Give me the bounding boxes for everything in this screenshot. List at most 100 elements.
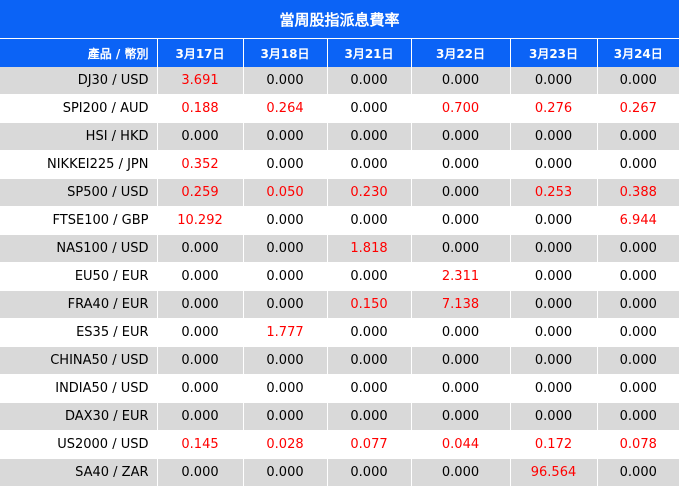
column-header-date: 3月17日 [156, 38, 243, 67]
rate-cell: 0.150 [326, 290, 411, 319]
rate-cell: 0.000 [242, 402, 327, 431]
header-row: 產品 / 幣別 3月17日 3月18日 3月21日 3月22日 3月23日 3月… [0, 38, 679, 67]
product-cell: US2000 / USD [0, 430, 157, 459]
rate-cell: 0.000 [326, 150, 411, 179]
rate-cell: 0.000 [326, 67, 411, 95]
rate-cell: 0.000 [509, 206, 597, 235]
rate-cell: 0.000 [326, 262, 411, 291]
product-cell: HSI / HKD [0, 122, 157, 151]
rate-cell: 0.000 [596, 67, 679, 95]
table-row: FRA40 / EUR 0.000 0.000 0.150 7.138 0.000 0.00… [0, 290, 679, 319]
product-cell: NAS100 / USD [0, 234, 157, 263]
table-row: US2000 / USD 0.145 0.028 0.077 0.044 0.172 0.0… [0, 430, 679, 459]
column-header-date: 3月24日 [596, 38, 679, 67]
rate-cell: 0.000 [326, 122, 411, 151]
rate-cell: 0.000 [410, 374, 510, 403]
rate-cell: 0.000 [156, 290, 243, 319]
table-row: INDIA50 / USD 0.000 0.000 0.000 0.000 0.000 0.… [0, 374, 679, 403]
rate-cell: 0.000 [242, 290, 327, 319]
rate-cell: 0.388 [596, 178, 679, 207]
rate-cell: 0.000 [410, 67, 510, 95]
column-header-date: 3月21日 [326, 38, 411, 67]
rate-cell: 0.000 [509, 346, 597, 375]
rate-cell: 0.000 [242, 346, 327, 375]
rate-cell: 0.000 [242, 150, 327, 179]
rate-cell: 0.000 [509, 67, 597, 95]
rate-cell: 0.044 [410, 430, 510, 459]
column-header-date: 3月22日 [410, 38, 510, 67]
product-cell: SP500 / USD [0, 178, 157, 207]
rate-cell: 0.000 [156, 402, 243, 431]
rate-cell: 10.292 [156, 206, 243, 235]
rate-cell: 0.000 [509, 374, 597, 403]
rate-cell: 0.000 [156, 374, 243, 403]
rate-cell: 2.311 [410, 262, 510, 291]
rate-cell: 0.000 [596, 346, 679, 375]
rate-cell: 0.264 [242, 94, 327, 123]
column-header-date: 3月23日 [509, 38, 597, 67]
rate-cell: 0.000 [326, 206, 411, 235]
rate-cell: 0.000 [156, 122, 243, 151]
rate-cell: 0.000 [596, 122, 679, 151]
rate-cell: 7.138 [410, 290, 510, 319]
product-cell: ES35 / EUR [0, 318, 157, 347]
rate-cell: 0.000 [596, 234, 679, 263]
rate-cell: 0.352 [156, 150, 243, 179]
rate-cell: 0.000 [596, 290, 679, 319]
rate-cell: 0.000 [242, 122, 327, 151]
rate-cell: 0.259 [156, 178, 243, 207]
rate-cell: 0.078 [596, 430, 679, 459]
table-row: DJ30 / USD 3.691 0.000 0.000 0.000 0.000 0.000 [0, 67, 679, 95]
rate-cell: 0.000 [596, 262, 679, 291]
table-row: NAS100 / USD 0.000 0.000 1.818 0.000 0.000 0.0… [0, 234, 679, 263]
rate-cell: 0.000 [509, 234, 597, 263]
rate-cell: 0.230 [326, 178, 411, 207]
rate-cell: 0.000 [596, 374, 679, 403]
rate-cell: 0.000 [509, 402, 597, 431]
rate-cell: 0.000 [410, 318, 510, 347]
rate-cell: 0.000 [242, 234, 327, 263]
rate-cell: 0.000 [242, 67, 327, 95]
rate-cell: 0.000 [410, 346, 510, 375]
rate-cell: 1.818 [326, 234, 411, 263]
table-row: CHINA50 / USD 0.000 0.000 0.000 0.000 0.000 0.… [0, 346, 679, 375]
rate-cell: 0.000 [326, 402, 411, 431]
table-row: ES35 / EUR 0.000 1.777 0.000 0.000 0.000 0.000 [0, 318, 679, 347]
rate-cell: 0.253 [509, 178, 597, 207]
rate-cell: 0.000 [410, 402, 510, 431]
rate-cell: 0.000 [242, 206, 327, 235]
table-title: 當周股指派息費率 [0, 0, 679, 38]
rate-cell: 0.188 [156, 94, 243, 123]
rate-cell: 0.000 [596, 402, 679, 431]
rate-cell: 0.000 [410, 206, 510, 235]
rate-cell: 0.145 [156, 430, 243, 459]
rate-cell: 0.172 [509, 430, 597, 459]
product-cell: DAX30 / EUR [0, 402, 157, 431]
rate-cell: 0.000 [596, 150, 679, 179]
product-cell: SPI200 / AUD [0, 94, 157, 123]
column-header-product: 產品 / 幣別 [0, 38, 157, 67]
rate-cell: 6.944 [596, 206, 679, 235]
rate-cell: 0.000 [596, 318, 679, 347]
rate-cell: 0.000 [410, 122, 510, 151]
rate-cell: 0.000 [410, 234, 510, 263]
product-cell: NIKKEI225 / JPN [0, 150, 157, 179]
rate-cell: 0.700 [410, 94, 510, 123]
rate-cell: 0.000 [509, 150, 597, 179]
rate-cell: 0.000 [156, 262, 243, 291]
rate-cell: 0.050 [242, 178, 327, 207]
rate-cell: 0.000 [509, 318, 597, 347]
rate-cell: 0.000 [156, 318, 243, 347]
table-row: SP500 / USD 0.259 0.050 0.230 0.000 0.253 0.38… [0, 178, 679, 207]
rate-cell: 0.000 [410, 178, 510, 207]
rate-cell: 0.000 [156, 346, 243, 375]
product-cell: FTSE100 / GBP [0, 206, 157, 235]
rate-cell: 0.028 [242, 430, 327, 459]
rate-cell: 0.000 [242, 374, 327, 403]
table-row: NIKKEI225 / JPN 0.352 0.000 0.000 0.000 0.000… [0, 150, 679, 179]
rate-cell: 1.777 [242, 318, 327, 347]
dividend-rate-table: 產品 / 幣別 3月17日 3月18日 3月21日 3月22日 3月23日 3月… [0, 38, 679, 487]
rate-cell: 0.000 [509, 122, 597, 151]
product-cell: CHINA50 / USD [0, 346, 157, 375]
product-cell: INDIA50 / USD [0, 374, 157, 403]
